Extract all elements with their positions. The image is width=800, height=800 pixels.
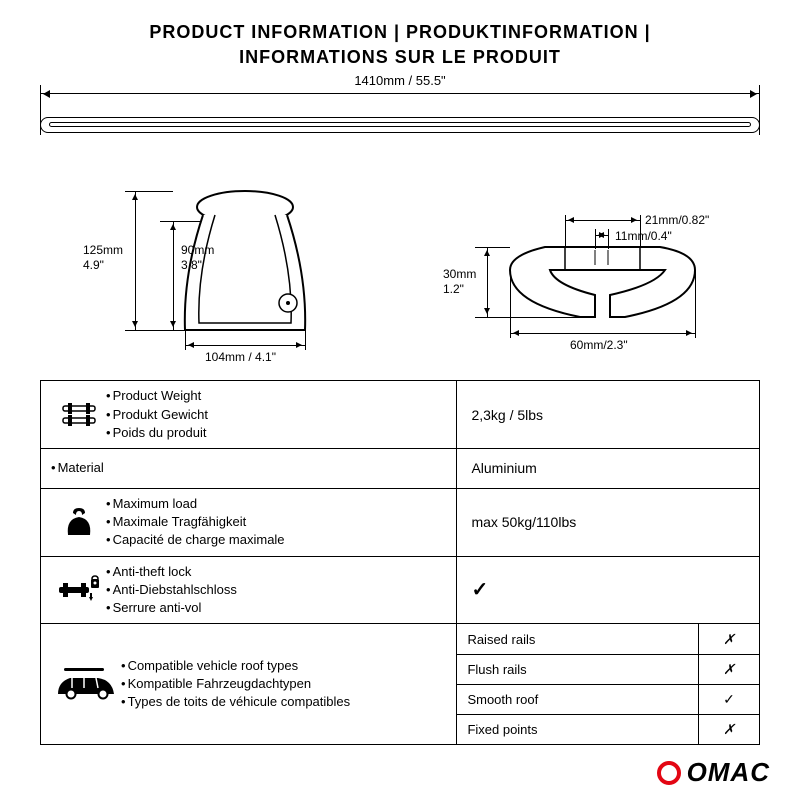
title-line-1: PRODUCT INFORMATION | PRODUKTINFORMATION…	[30, 20, 770, 45]
foot-width: 104mm / 4.1"	[205, 350, 276, 364]
length-dimension: 1410mm / 55.5"	[350, 73, 449, 88]
compat-smooth: Smooth roof ✓	[457, 684, 759, 714]
label: Anti-theft lock	[106, 563, 237, 581]
page-title: PRODUCT INFORMATION | PRODUKTINFORMATION…	[30, 20, 770, 70]
label: Produkt Gewicht	[106, 406, 208, 424]
profile-slot-width: 21mm/0.82"	[645, 213, 709, 227]
compat-fixed: Fixed points ✗	[457, 714, 759, 744]
weight-bars-icon	[51, 400, 106, 430]
spec-row-material: Material Aluminium	[41, 448, 759, 488]
label: Material	[51, 459, 104, 477]
brand-mark-icon	[657, 761, 681, 785]
profile-slot-gap: 11mm/0.4"	[615, 229, 672, 243]
label: Poids du produit	[106, 424, 208, 442]
spec-table: Product Weight Produkt Gewicht Poids du …	[40, 380, 760, 745]
foot-height-inner: 90mm 3.8"	[181, 243, 214, 272]
spec-row-compat: Compatible vehicle roof types Kompatible…	[41, 623, 759, 744]
length-diagram: 1410mm / 55.5"	[40, 85, 760, 155]
value: ✓	[457, 557, 759, 624]
compat-flush: Flush rails ✗	[457, 654, 759, 684]
spec-row-load: Maximum load Maximale Tragfähigkeit Capa…	[41, 488, 759, 556]
label: Anti-Diebstahlschloss	[106, 581, 237, 599]
label: Compatible vehicle roof types	[121, 657, 350, 675]
label: Types de toits de véhicule compatibles	[121, 693, 350, 711]
profile-width: 60mm/2.3"	[570, 338, 628, 352]
title-line-2: INFORMATIONS SUR LE PRODUIT	[30, 45, 770, 70]
profile-height: 30mm 1.2"	[443, 267, 476, 296]
profile-diagram: 21mm/0.82" 11mm/0.4" 30mm 1.2" 60mm/2.3"	[415, 185, 735, 365]
value: Aluminium	[457, 449, 759, 488]
label: Product Weight	[106, 387, 208, 405]
spec-row-weight: Product Weight Produkt Gewicht Poids du …	[41, 381, 759, 448]
crossbar-shape	[40, 117, 760, 133]
value: 2,3kg / 5lbs	[457, 381, 759, 448]
car-icon	[51, 664, 121, 704]
section-diagrams: 125mm 4.9" 90mm 3.8" 104mm / 4.1" 21mm/0…	[40, 175, 760, 365]
label: Maximum load	[106, 495, 285, 513]
brand-logo: OMAC	[657, 757, 770, 788]
compat-raised: Raised rails ✗	[457, 624, 759, 654]
brand-text: OMAC	[687, 757, 770, 788]
kettlebell-icon	[51, 505, 106, 539]
spec-row-lock: Anti-theft lock Anti-Diebstahlschloss Se…	[41, 556, 759, 624]
label: Maximale Tragfähigkeit	[106, 513, 285, 531]
label: Capacité de charge maximale	[106, 531, 285, 549]
foot-diagram: 125mm 4.9" 90mm 3.8" 104mm / 4.1"	[65, 185, 365, 365]
lock-key-icon	[51, 575, 106, 605]
value: max 50kg/110lbs	[457, 489, 759, 556]
label: Kompatible Fahrzeugdachtypen	[121, 675, 350, 693]
label: Serrure anti-vol	[106, 599, 237, 617]
foot-height-outer: 125mm 4.9"	[83, 243, 123, 272]
